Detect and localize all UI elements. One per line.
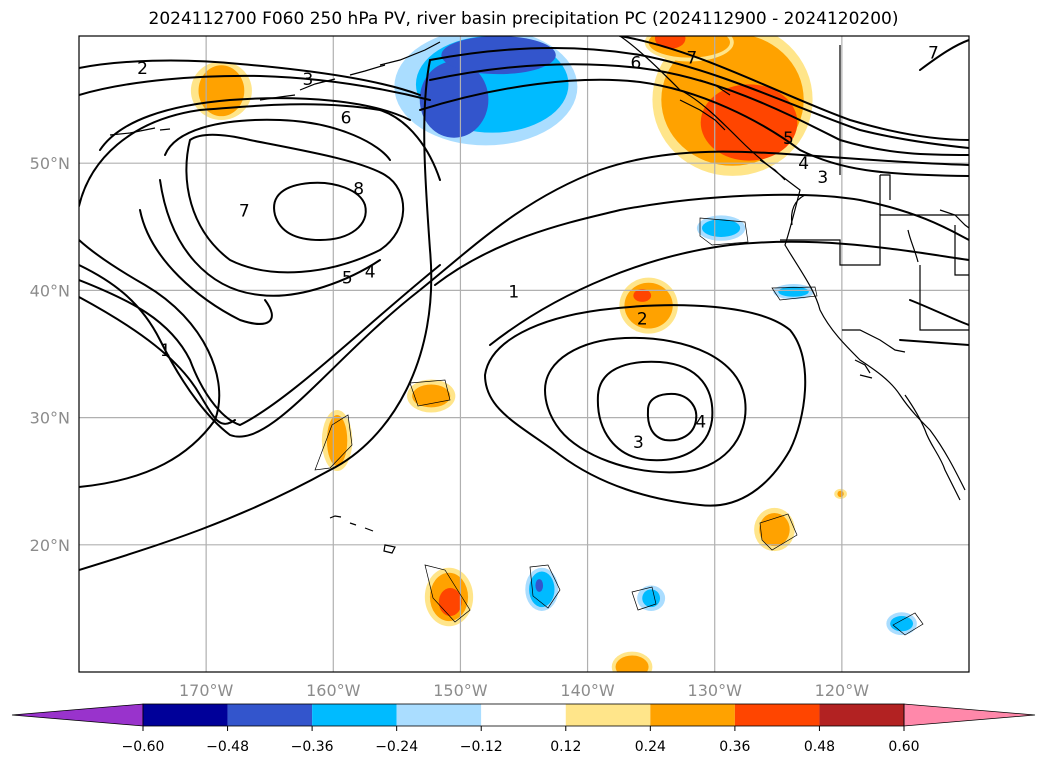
map-title: 2024112700 F060 250 hPa PV, river basin … [148, 9, 899, 29]
precip-patch-29 [759, 513, 790, 547]
colorbar-under-arrow [11, 703, 144, 727]
pv-contour-lines [79, 36, 969, 571]
colorbar-tick-label: −0.12 [460, 739, 503, 755]
colorbar-segment [396, 704, 482, 726]
precip-patch-15 [633, 289, 652, 302]
precip-patch-19 [326, 415, 348, 466]
precip-patch-5 [441, 36, 556, 75]
lat-tick-label: 20°N [30, 536, 70, 555]
colorbar-frame [142, 703, 905, 727]
contour-label: 5 [783, 129, 794, 149]
precip-patch-12 [778, 286, 809, 297]
colorbar-segment [143, 704, 228, 726]
lon-tick-label: 150°W [433, 681, 488, 700]
contour-label: 8 [353, 180, 364, 200]
colorbar-segment [650, 704, 735, 726]
colorbar-segment [819, 704, 904, 726]
contour-label: 3 [817, 168, 828, 188]
colorbar-tick-label: 0.12 [550, 739, 581, 755]
colorbar-segment [565, 704, 651, 726]
shading-outlines [314, 217, 924, 636]
contour-label: 2 [637, 309, 648, 329]
colorbar-tick-label: 0.36 [719, 739, 750, 755]
colorbar-tick-label: 0.60 [888, 739, 919, 755]
axis-tick-labels: 170°W 160°W 150°W 140°W 130°W 120°W 20°N 30°N 40… [30, 154, 870, 700]
precip-patch-8 [700, 84, 798, 161]
colorbar-over-arrow [903, 703, 1036, 727]
colorbar-tick-label: −0.24 [375, 739, 418, 755]
lat-tick-label: 30°N [30, 409, 70, 428]
contour-label: 3 [302, 70, 313, 90]
contour-label: 7 [928, 44, 939, 64]
precip-patch-17 [412, 384, 451, 408]
lon-tick-label: 170°W [179, 681, 234, 700]
lon-tick-label: 130°W [688, 681, 743, 700]
contour-label: 5 [342, 269, 353, 289]
lon-tick-label: 140°W [560, 681, 615, 700]
contour-label: 6 [630, 54, 641, 74]
colorbar-segment [312, 704, 397, 726]
contour-label: 3 [633, 433, 644, 453]
precip-patch-10 [702, 219, 741, 237]
contour-label: 2 [137, 59, 148, 79]
map-frame [78, 35, 970, 673]
contour-label: 4 [695, 412, 706, 432]
colorbar-tick-label: −0.36 [291, 739, 334, 755]
precip-patch-31 [615, 655, 649, 672]
lon-tick-label: 160°W [306, 681, 361, 700]
colorbar: −0.60 −0.48 −0.36 −0.24 −0.12 0.12 0.24 0.36 0.4… [11, 703, 1036, 755]
precip-patch-1 [198, 65, 245, 117]
colorbar-tick-label: −0.48 [206, 739, 249, 755]
lat-tick-label: 50°N [30, 154, 70, 173]
colorbar-segment [227, 704, 313, 726]
precip-patch-27 [642, 589, 661, 608]
contour-label: 1 [508, 283, 519, 303]
colorbar-tick-label: 0.24 [635, 739, 666, 755]
colorbar-segment [734, 704, 820, 726]
colorbar-tick-label: 0.48 [804, 739, 835, 755]
lon-tick-label: 120°W [815, 681, 870, 700]
contour-label: 6 [341, 108, 352, 128]
colorbar-segment [481, 704, 566, 726]
contour-label: 1 [160, 341, 171, 361]
colorbar-tick-label: −0.60 [122, 739, 165, 755]
lat-tick-label: 40°N [30, 281, 70, 300]
contour-label: 7 [239, 201, 250, 221]
coastlines [109, 36, 969, 554]
precip-patch-35 [890, 616, 914, 632]
contour-label: 4 [798, 154, 809, 174]
contour-label: 7 [686, 49, 697, 69]
contour-label: 4 [365, 262, 376, 282]
precip-patch-25 [535, 579, 544, 592]
precip-patch-33 [837, 490, 844, 498]
precip-patch-22 [438, 588, 462, 617]
